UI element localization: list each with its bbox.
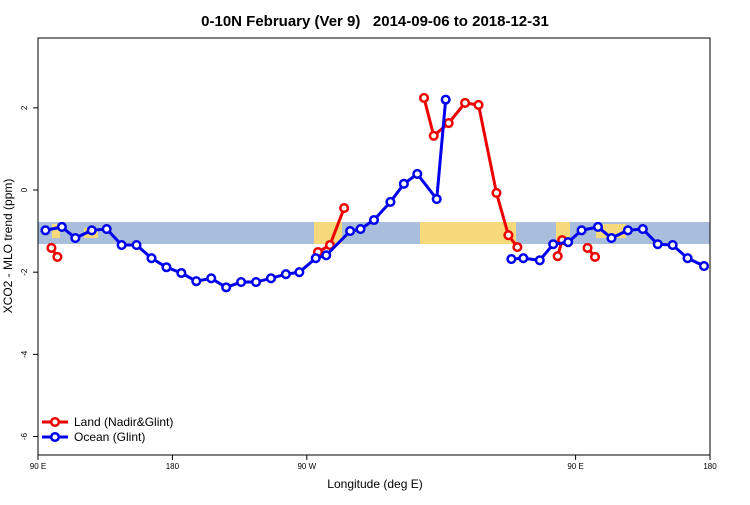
data-point	[345, 226, 356, 237]
data-point	[491, 187, 502, 198]
data-point	[698, 260, 710, 272]
legend-label: Ocean (Glint)	[74, 430, 145, 444]
y-tick-label: 0	[20, 187, 29, 192]
data-point	[46, 242, 57, 253]
data-point	[176, 267, 187, 279]
x-tick-label: 180	[703, 462, 717, 471]
data-point	[101, 223, 112, 235]
x-tick-label: 90 W	[297, 462, 316, 471]
data-point	[440, 94, 451, 105]
data-point	[280, 269, 291, 280]
x-tick-label: 90 E	[567, 462, 583, 471]
data-point	[473, 99, 484, 111]
data-point	[161, 262, 172, 273]
chart-title: 0-10N February (Ver 9) 2014-09-06 to 201…	[201, 13, 549, 30]
data-point	[310, 253, 321, 264]
legend-marker	[49, 416, 61, 428]
data-point	[503, 230, 514, 241]
y-tick-label: -2	[20, 268, 29, 276]
data-point	[146, 253, 157, 264]
data-point	[339, 203, 350, 214]
data-point	[398, 178, 409, 189]
data-point	[563, 237, 574, 248]
data-point	[667, 240, 678, 251]
y-tick-label: -4	[20, 350, 29, 358]
data-point	[682, 253, 693, 264]
data-point	[418, 92, 430, 104]
y-tick-label: -6	[20, 432, 29, 440]
data-point	[592, 221, 604, 233]
data-point	[548, 239, 559, 250]
plot-frame	[37, 37, 711, 456]
y-axis-label: XCO2 - MLO trend (ppm)	[1, 179, 15, 314]
data-point	[534, 255, 545, 266]
y-tick-label: 2	[20, 105, 29, 110]
data-point	[324, 240, 335, 251]
x-axis-label: Longitude (deg E)	[327, 477, 422, 491]
data-point	[321, 250, 332, 261]
x-tick-label: 180	[166, 462, 180, 471]
data-point	[518, 253, 529, 264]
data-point	[606, 233, 617, 244]
map-background	[38, 222, 710, 244]
data-point	[236, 276, 247, 288]
data-point	[622, 225, 633, 236]
legend-label: Land (Nadir&Glint)	[74, 415, 173, 429]
data-point	[589, 251, 601, 263]
data-point	[191, 276, 202, 287]
data-point	[368, 214, 380, 226]
data-point	[40, 225, 51, 236]
data-point	[56, 221, 67, 233]
data-point	[265, 273, 277, 284]
data-point	[294, 267, 305, 278]
series-line	[45, 99, 705, 290]
data-point	[443, 117, 454, 129]
data-point	[250, 276, 262, 288]
legend-marker	[49, 431, 61, 443]
data-point	[506, 253, 517, 265]
data-point	[131, 240, 142, 251]
data-point	[385, 196, 396, 207]
data-point	[428, 130, 439, 141]
data-point	[412, 168, 423, 180]
data-point	[116, 240, 127, 251]
data-point	[637, 223, 648, 235]
data-point	[431, 193, 442, 205]
data-point	[355, 223, 366, 235]
data-point	[652, 239, 663, 250]
data-point	[70, 233, 81, 244]
data-point	[552, 251, 563, 262]
data-point	[206, 273, 217, 284]
data-point	[512, 242, 523, 253]
data-point	[52, 251, 63, 263]
data-point	[460, 97, 471, 108]
data-point	[221, 282, 232, 293]
data-point	[576, 225, 587, 236]
data-point	[582, 242, 593, 253]
x-tick-label: 90 E	[30, 462, 46, 471]
data-point	[86, 225, 97, 236]
